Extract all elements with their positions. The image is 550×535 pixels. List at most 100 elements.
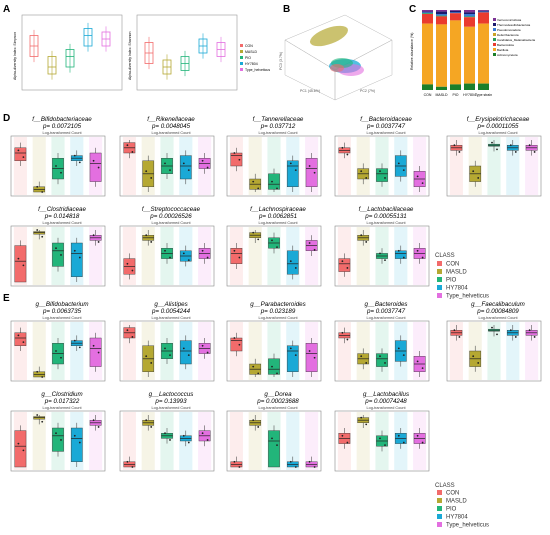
box-chart-pvalue: p= 0.017322 <box>44 398 80 405</box>
box-chart-title: f__Streptococcaceae <box>142 206 201 213</box>
box-chart-point <box>365 241 368 243</box>
panel-c-bar-segment <box>464 16 475 18</box>
box-chart-box <box>338 258 351 272</box>
panel-c-legend-label: Bacteroidota <box>497 43 514 47</box>
panel-c-bar-segment <box>478 10 489 12</box>
panel-c-bar-segment <box>450 12 461 14</box>
panel-a-legend-swatch <box>240 62 243 65</box>
box-chart-frame <box>334 410 430 472</box>
box-chart-point <box>17 257 20 260</box>
panel-c-bar-segment <box>422 10 433 12</box>
panel-c-bar-segment <box>422 12 433 14</box>
box-chart-band <box>229 412 243 470</box>
box-chart-point <box>126 144 129 147</box>
box-chart-ylabel: Log-transformed Count <box>42 221 82 225</box>
box-chart-pvalue: p= 0.023189 <box>260 308 296 315</box>
box-chart-point <box>528 329 531 332</box>
box-chart-point <box>17 442 20 445</box>
box-chart-point <box>346 267 349 269</box>
panel-c-bar-segment <box>478 83 489 90</box>
box-chart-point <box>92 419 95 422</box>
pca-plane-right <box>334 39 393 101</box>
box-chart-point <box>416 249 419 252</box>
panel-c-bar-segment <box>464 14 475 17</box>
box-chart-point <box>472 170 475 173</box>
box-chart-title: g__Lactococcus <box>149 391 194 398</box>
class-legend-label: HY7804 <box>446 286 468 292</box>
box-chart-point <box>402 169 405 172</box>
box-chart-point <box>233 460 236 463</box>
panel-c-bar-segment <box>436 86 447 90</box>
panel-c-legend-label: Pseudomonadota <box>497 28 521 32</box>
box-chart-box <box>268 430 280 468</box>
panel-c-bar-segment <box>450 10 461 11</box>
box-chart-point <box>397 162 400 165</box>
box-chart-point <box>126 329 129 332</box>
box-chart-frame <box>10 225 106 287</box>
pca-axis-pc2: PC2 (7%) <box>360 89 375 93</box>
box-chart-point <box>271 239 273 242</box>
box-chart-point <box>416 175 419 178</box>
box-chart-ylabel: Log-transformed Count <box>151 406 191 410</box>
panel-a-legend-label: MASLD <box>245 50 258 54</box>
box-chart-point <box>252 419 255 422</box>
class-legend-swatch <box>437 522 442 527</box>
box-chart-frame <box>10 320 106 382</box>
panel-c-legend-label: Bacillota <box>497 48 509 52</box>
box-chart-point <box>416 360 419 363</box>
box-chart-pvalue: p= 0.0037747 <box>366 308 406 315</box>
box-chart-point <box>145 170 148 173</box>
box-chart-point <box>97 351 100 354</box>
box-chart-ylabel: Log-transformed Count <box>258 316 298 320</box>
class-legend-label: MASLD <box>446 270 467 276</box>
box-chart-point <box>365 177 368 179</box>
box-chart-point <box>182 162 185 165</box>
class-legend-label: PIO <box>446 278 457 284</box>
panel-a-chart2-frame <box>136 14 238 91</box>
box-chart-point <box>294 466 297 468</box>
box-chart-point <box>458 336 461 338</box>
class-legend-label: CON <box>446 491 459 497</box>
box-chart-frame <box>334 320 430 382</box>
box-chart-point <box>257 187 260 190</box>
box-chart-point <box>313 248 316 251</box>
box-chart-frame <box>119 135 215 197</box>
box-chart-point <box>313 171 316 174</box>
panel-c-legend-label: Deferribacterota <box>497 33 519 37</box>
panel-c-bar-segment <box>436 15 447 17</box>
box-chart-frame <box>226 410 322 472</box>
box-chart-point <box>36 414 39 416</box>
box-chart-point <box>276 444 278 447</box>
box-chart-ylabel: Log-transformed Count <box>42 406 82 410</box>
box-chart-point <box>276 372 278 375</box>
box-chart-frame <box>226 135 322 197</box>
panel-letter-b: B <box>283 4 290 15</box>
box-chart-point <box>397 347 400 350</box>
box-chart-point <box>150 426 153 428</box>
box-chart-box <box>52 242 64 267</box>
box-chart-point <box>41 376 44 378</box>
box-chart-band <box>487 137 501 195</box>
box-chart-point <box>73 154 76 157</box>
box-chart-point <box>41 420 44 423</box>
box-chart-point <box>379 170 381 173</box>
box-chart-point <box>187 169 190 172</box>
box-chart-point <box>22 449 25 452</box>
box-chart-point <box>528 144 531 147</box>
box-chart-point <box>92 344 95 347</box>
panel-c-ylabel: Relative abundance (%) <box>410 33 414 70</box>
box-chart-point <box>421 256 424 259</box>
box-chart-ylabel: Log-transformed Count <box>366 131 406 135</box>
box-chart-point <box>206 439 209 441</box>
box-chart-box <box>376 353 388 367</box>
class-legend-label: HY7804 <box>446 515 468 521</box>
panel-c-bar-segment <box>478 23 489 84</box>
box-chart-point <box>164 347 166 350</box>
box-chart-ylabel: Log-transformed Count <box>478 131 518 135</box>
box-chart-point <box>238 256 241 259</box>
